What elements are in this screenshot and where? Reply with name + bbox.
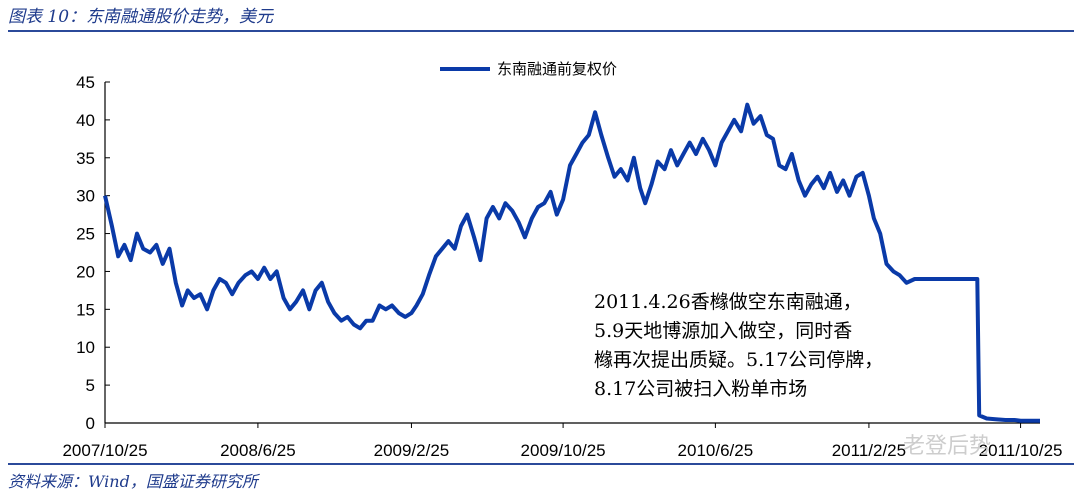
source-note: 资料来源：Wind，国盛证券研究所	[8, 472, 258, 491]
top-rule	[8, 30, 1074, 32]
y-tick-label: 30	[76, 187, 95, 206]
series-line	[103, 102, 1040, 423]
y-tick-label: 15	[76, 300, 95, 319]
y-tick-label: 35	[76, 149, 95, 168]
x-tick-label: 2008/6/25	[220, 441, 296, 460]
y-tick-label: 10	[76, 338, 95, 357]
x-tick-label: 2009/2/25	[374, 441, 450, 460]
legend-label: 东南融通前复权价	[497, 60, 617, 78]
annotation-line: 8.17公司被扫入粉单市场	[594, 378, 808, 400]
figure-title: 图表 10：东南融通股价走势，美元	[8, 7, 274, 27]
y-tick-label: 0	[86, 414, 95, 433]
annotation-line: 橼再次提出质疑。5.17公司停牌，	[594, 349, 884, 371]
y-tick-label: 25	[76, 225, 95, 244]
y-tick-label: 45	[76, 73, 95, 92]
annotation-line: 5.9天地博源加入做空，同时香	[594, 320, 853, 342]
annotation-box: 2011.4.26香橼做空东南融通， 5.9天地博源加入做空，同时香 橼再次提出…	[594, 288, 883, 404]
x-tick-label: 2011/10/25	[979, 441, 1063, 460]
y-tick-label: 5	[86, 376, 95, 395]
x-tick-label: 2009/10/25	[521, 441, 606, 460]
x-tick-label: 2011/2/25	[832, 441, 906, 460]
x-tick-label: 2007/10/25	[62, 441, 147, 460]
bottom-rule	[8, 463, 1074, 465]
y-tick-label: 20	[76, 262, 95, 281]
annotation-line: 2011.4.26香橼做空东南融通，	[594, 291, 862, 313]
x-tick-label: 2010/6/25	[678, 441, 754, 460]
watermark: 老登后势	[903, 434, 992, 459]
y-tick-label: 40	[76, 111, 95, 130]
